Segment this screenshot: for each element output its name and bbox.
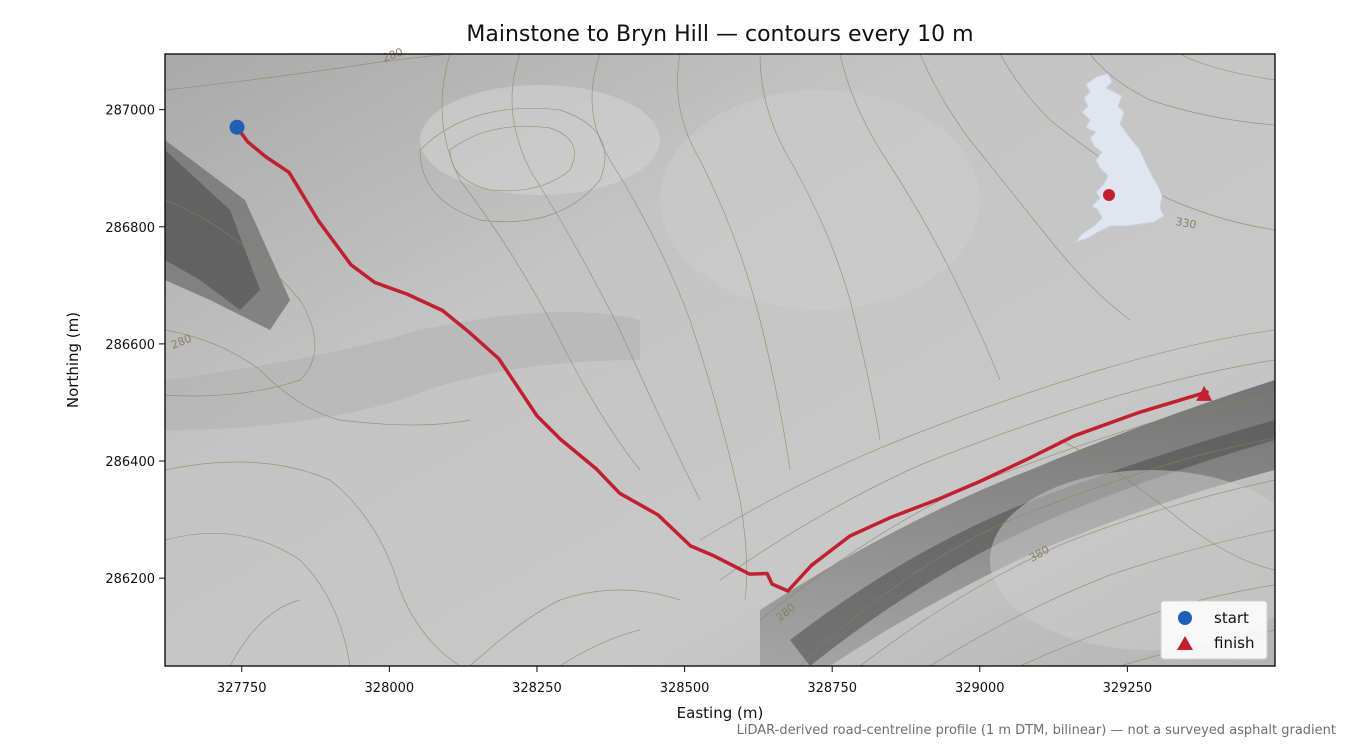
- x-tick-label: 328250: [512, 681, 562, 696]
- x-tick-label: 328750: [807, 681, 857, 696]
- y-tick-label: 286600: [105, 338, 155, 353]
- x-tick-label: 329250: [1103, 681, 1153, 696]
- legend-start-marker: [1178, 611, 1192, 625]
- contour-lines: [165, 54, 1275, 666]
- inset-map: [1074, 73, 1165, 243]
- y-tick-label: 286400: [105, 455, 155, 470]
- plot-frame: [164, 53, 1276, 667]
- x-axis-label: Easting (m): [677, 704, 764, 722]
- y-tick-label: 286200: [105, 572, 155, 587]
- contour-label: 330: [1174, 215, 1197, 231]
- footnote: LiDAR-derived road-centreline profile (1…: [737, 723, 1336, 738]
- y-tick-label: 286800: [105, 221, 155, 236]
- y-tick-label: 287000: [105, 104, 155, 119]
- inset-location-marker: [1103, 189, 1115, 201]
- x-tick-label: 328000: [365, 681, 415, 696]
- hillshade-layer: [165, 54, 1275, 666]
- legend: start finish: [1160, 600, 1268, 660]
- legend-finish-marker: [1177, 636, 1193, 650]
- route-line: [235, 125, 1209, 593]
- start-marker: [229, 119, 245, 135]
- x-tick-label: 327750: [217, 681, 267, 696]
- x-axis: 327750 328000 328250 328500 328750 329000 3292…: [217, 666, 1152, 696]
- y-axis: 286200 286400 286600 286800 287000: [105, 104, 165, 587]
- x-tick-label: 329000: [955, 681, 1005, 696]
- x-tick-label: 328500: [660, 681, 710, 696]
- map-title: Mainstone to Bryn Hill — contours every …: [466, 22, 973, 47]
- finish-marker: [1196, 385, 1213, 401]
- y-axis-label: Northing (m): [64, 312, 82, 408]
- legend-finish-label: finish: [1214, 634, 1254, 652]
- gb-outline-icon: [1074, 73, 1165, 243]
- legend-start-label: start: [1214, 609, 1249, 627]
